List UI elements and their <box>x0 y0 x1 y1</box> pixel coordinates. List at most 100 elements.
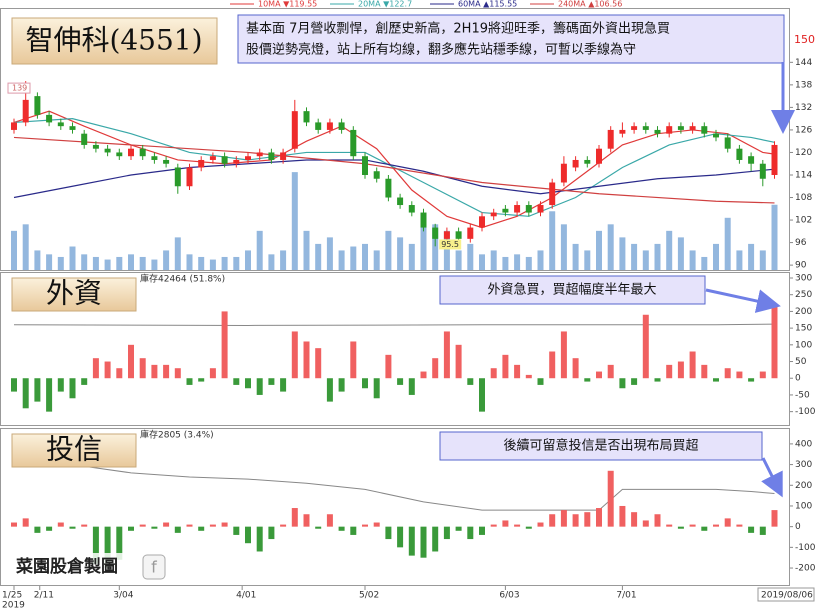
candle-body <box>701 126 708 134</box>
candle-body <box>315 122 322 130</box>
bar <box>198 526 205 531</box>
x-tick-label: 2/11 <box>34 591 54 601</box>
bar <box>607 364 614 379</box>
volume-bar <box>46 254 53 270</box>
bar <box>420 371 427 379</box>
line <box>13 457 775 511</box>
bar <box>642 520 649 527</box>
line <box>13 159 775 199</box>
bar <box>256 378 263 395</box>
panel-frame <box>0 272 790 426</box>
x-tick-label: 3/04 <box>113 591 133 601</box>
candle-body <box>198 159 205 168</box>
bar <box>373 378 380 399</box>
candle-body <box>748 156 755 164</box>
candle-body <box>268 152 275 160</box>
bar <box>479 378 485 412</box>
candle-body <box>256 152 263 157</box>
bar <box>245 526 251 544</box>
volume-bar <box>525 256 532 270</box>
volume-bar <box>432 224 439 270</box>
bar <box>34 526 41 533</box>
bar <box>233 378 240 385</box>
x-tick-label: 6/03 <box>499 591 519 601</box>
high-label-bg <box>7 82 31 94</box>
volume-bar <box>490 250 497 270</box>
y-tick-label: -100 <box>795 407 816 417</box>
volume-bar <box>69 246 76 270</box>
volume-bar <box>607 224 614 270</box>
line <box>13 118 775 217</box>
bar <box>514 364 521 379</box>
volume-bar <box>151 259 158 270</box>
bar <box>443 331 450 379</box>
y-tick-label: -50 <box>795 390 810 400</box>
bar <box>373 522 380 527</box>
volume-bar <box>139 256 146 270</box>
bar <box>268 378 275 385</box>
last-date-box <box>757 587 815 602</box>
bar <box>572 358 579 379</box>
candle-body <box>631 126 638 130</box>
volume-bar <box>280 250 287 270</box>
bar <box>502 520 509 527</box>
bar <box>221 311 228 379</box>
price-label: 150 <box>794 33 815 46</box>
candle-body <box>677 126 684 130</box>
volume-bar <box>514 254 521 270</box>
bar <box>22 378 29 409</box>
y-tick-label: 150 <box>795 324 812 334</box>
arrow <box>705 288 781 313</box>
note-text: 股價逆勢亮燈，站上所有均線，翻多應先站穩季線，可暫以季線為守 <box>246 42 636 58</box>
y-tick-label: 300 <box>795 460 812 470</box>
y-tick-label: 0 <box>795 522 801 532</box>
bar <box>490 368 497 379</box>
bar <box>303 514 310 527</box>
bar <box>174 368 181 379</box>
candle-body <box>490 212 497 217</box>
note-text: 後續可留意投信是否出現布局買超 <box>503 438 698 454</box>
candle-body <box>362 156 368 175</box>
bar <box>34 378 41 402</box>
candle-body <box>420 212 427 228</box>
bar <box>701 526 708 531</box>
bar <box>748 378 755 382</box>
bar <box>46 526 53 531</box>
volume-bar <box>385 230 392 270</box>
bar <box>771 510 778 527</box>
candle-body <box>280 152 287 160</box>
candle-body <box>502 208 509 213</box>
bar <box>560 510 567 527</box>
volume-bar <box>256 230 263 270</box>
candle-body <box>572 159 579 168</box>
legend-label: 60MA ▲115.55 <box>458 0 517 9</box>
bar <box>128 526 134 531</box>
volume-bar <box>104 259 111 270</box>
candle-body <box>408 205 415 213</box>
y-tick-label: 144 <box>795 58 812 68</box>
volume-bar <box>654 243 661 270</box>
bar <box>245 378 251 389</box>
bar <box>631 378 638 385</box>
candle-body <box>151 156 158 160</box>
volume-bar <box>479 254 485 270</box>
candle-body <box>385 178 392 198</box>
volume-bar <box>268 254 275 270</box>
bar <box>420 526 427 558</box>
candle-body <box>771 144 778 175</box>
volume-bar <box>221 256 228 270</box>
bar <box>490 524 497 527</box>
bar <box>408 526 415 556</box>
candle-body <box>338 122 345 130</box>
x-tick-label: 5/02 <box>359 591 379 601</box>
bar <box>116 526 123 560</box>
candle-body <box>724 137 731 149</box>
candle-body <box>11 122 17 130</box>
bar <box>689 351 696 379</box>
y-tick-label: 108 <box>795 193 812 203</box>
y-tick-label: 400 <box>795 439 812 449</box>
label-box <box>11 277 137 312</box>
bar <box>689 524 696 527</box>
volume-bar <box>198 256 205 270</box>
bar <box>759 526 766 535</box>
